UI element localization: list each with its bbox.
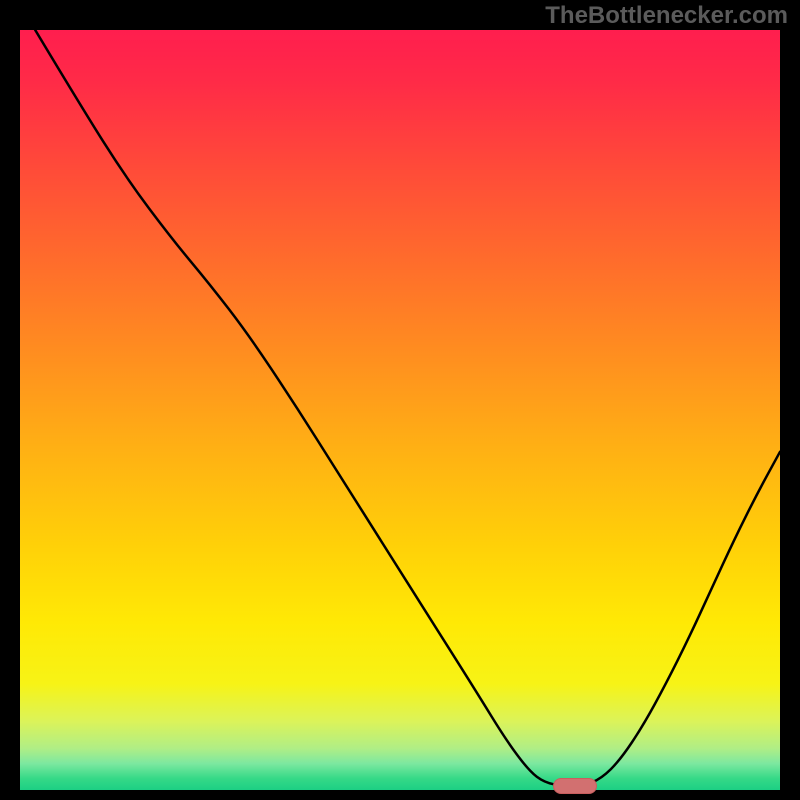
chart-container: TheBottlenecker.com	[0, 0, 800, 800]
watermark-text: TheBottlenecker.com	[545, 2, 788, 30]
minimum-marker	[553, 778, 597, 794]
bottleneck-curve	[20, 30, 780, 790]
plot-area	[20, 30, 780, 790]
